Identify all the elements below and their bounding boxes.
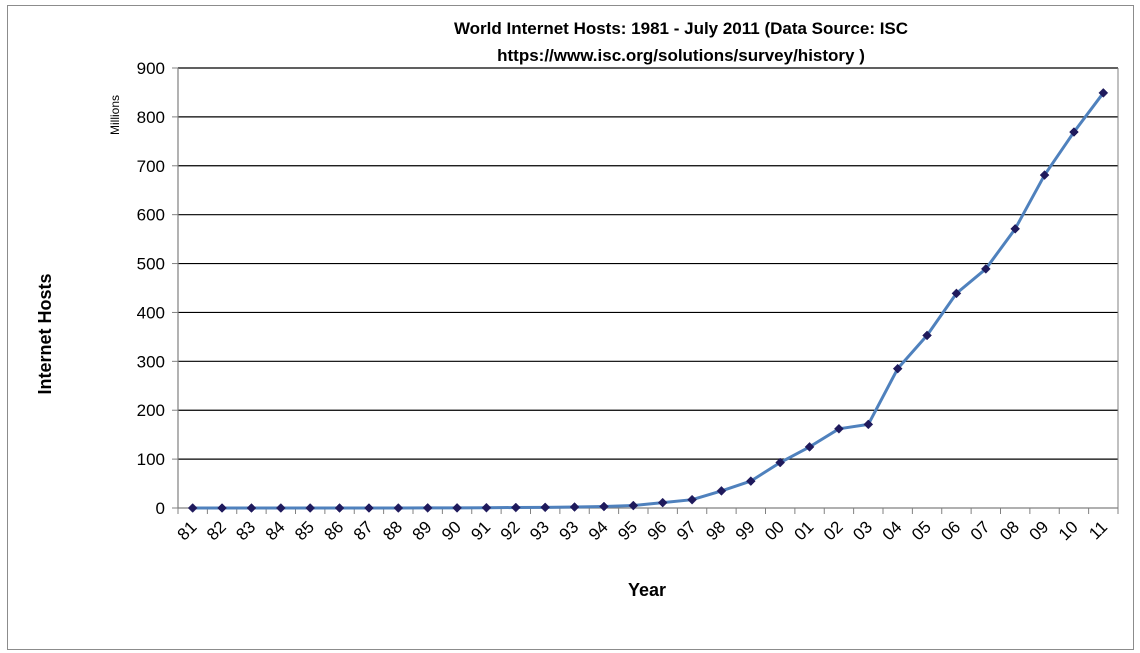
- data-point: [599, 501, 609, 512]
- x-tick-label: 97: [673, 517, 700, 544]
- x-tick-label: 81: [174, 517, 201, 544]
- x-tick-label: 11: [1085, 517, 1111, 543]
- x-axis-title: Year: [628, 580, 666, 600]
- data-point: [834, 423, 844, 434]
- x-tick-label: 83: [232, 517, 259, 544]
- data-point: [217, 503, 227, 513]
- data-point: [393, 503, 404, 513]
- data-point: [951, 288, 962, 299]
- data-series: [187, 88, 1109, 513]
- x-tick-label: 07: [967, 517, 994, 544]
- y-tick-label: 800: [137, 108, 165, 127]
- x-tick-label: 01: [791, 517, 818, 544]
- y-tick-label: 200: [137, 401, 165, 420]
- data-point: [1010, 223, 1021, 234]
- y-tick-label: 300: [137, 352, 165, 371]
- x-tick-label: 08: [996, 517, 1023, 544]
- data-point: [775, 457, 786, 468]
- data-point: [657, 497, 668, 508]
- data-point: [275, 503, 286, 513]
- data-point: [687, 494, 697, 505]
- x-tick-label: 93: [556, 517, 583, 544]
- data-point: [334, 503, 345, 513]
- chart-title-line-1: World Internet Hosts: 1981 - July 2011 (…: [454, 19, 908, 38]
- x-tick-label: 92: [497, 517, 524, 544]
- x-tick-label: 84: [262, 517, 289, 544]
- y-axis-units-label: Millions: [108, 95, 122, 135]
- data-point: [510, 502, 521, 513]
- x-tick-label: 89: [409, 517, 436, 544]
- y-tick-label: 400: [137, 303, 165, 322]
- x-tick-label: 00: [761, 517, 788, 544]
- x-tick-label: 95: [614, 517, 641, 544]
- y-tick-label: 600: [137, 206, 165, 225]
- data-point: [628, 500, 639, 511]
- x-tick-label: 93: [526, 517, 553, 544]
- data-point: [187, 503, 198, 513]
- data-point: [305, 503, 316, 513]
- y-tick-label: 700: [137, 157, 165, 176]
- data-point: [1069, 127, 1079, 137]
- x-tick-label: 10: [1055, 517, 1082, 544]
- y-tick-labels: 0 100 200 300 400 500 600 700 800 900: [137, 59, 165, 518]
- data-point: [422, 503, 433, 513]
- x-tick-label: 99: [732, 517, 759, 544]
- y-tick-label: 900: [137, 59, 165, 78]
- x-tick-label: 04: [879, 517, 906, 544]
- series-line: [192, 92, 1105, 510]
- x-tick-label: 90: [438, 517, 465, 544]
- gridlines: [178, 67, 1118, 460]
- chart-title-line-2: https://www.isc.org/solutions/survey/his…: [497, 46, 865, 65]
- data-point: [745, 476, 756, 486]
- data-point: [481, 502, 492, 513]
- x-tick-label: 85: [291, 517, 318, 544]
- data-point: [569, 502, 580, 512]
- x-tick-label: 03: [849, 517, 876, 544]
- data-point: [716, 486, 727, 496]
- axes: [172, 67, 1119, 514]
- data-point: [540, 502, 551, 513]
- x-tick-label: 05: [908, 517, 935, 544]
- data-point: [364, 503, 374, 513]
- data-point: [863, 419, 874, 430]
- x-tick-label: 91: [467, 517, 494, 544]
- x-tick-label: 02: [820, 517, 847, 544]
- y-tick-label: 500: [137, 255, 165, 274]
- data-point: [1098, 88, 1109, 98]
- chart-frame: [7, 5, 1134, 650]
- x-tick-label: 86: [321, 517, 348, 544]
- data-point: [892, 363, 903, 374]
- y-axis-title: Internet Hosts: [35, 273, 55, 394]
- data-point: [246, 503, 257, 513]
- data-point: [980, 264, 991, 274]
- data-point: [922, 330, 932, 341]
- x-tick-label: 98: [702, 517, 729, 544]
- x-tick-label: 82: [203, 517, 230, 544]
- x-tick-label: 96: [644, 517, 671, 544]
- x-tick-label: 06: [937, 517, 964, 544]
- x-tick-label: 09: [1026, 517, 1053, 544]
- x-tick-label: 87: [350, 517, 377, 544]
- y-tick-label: 100: [137, 450, 165, 469]
- x-tick-label: 88: [379, 517, 406, 544]
- data-point: [804, 442, 815, 452]
- data-point: [452, 502, 462, 513]
- y-tick-label: 0: [156, 499, 165, 518]
- x-tick-labels: 81 82 83 84 85 86 87 88 89 90 91 92 93 93 94 95 96 97 98 99…: [174, 517, 1111, 544]
- data-point: [1039, 170, 1050, 180]
- x-tick-label: 94: [585, 517, 612, 544]
